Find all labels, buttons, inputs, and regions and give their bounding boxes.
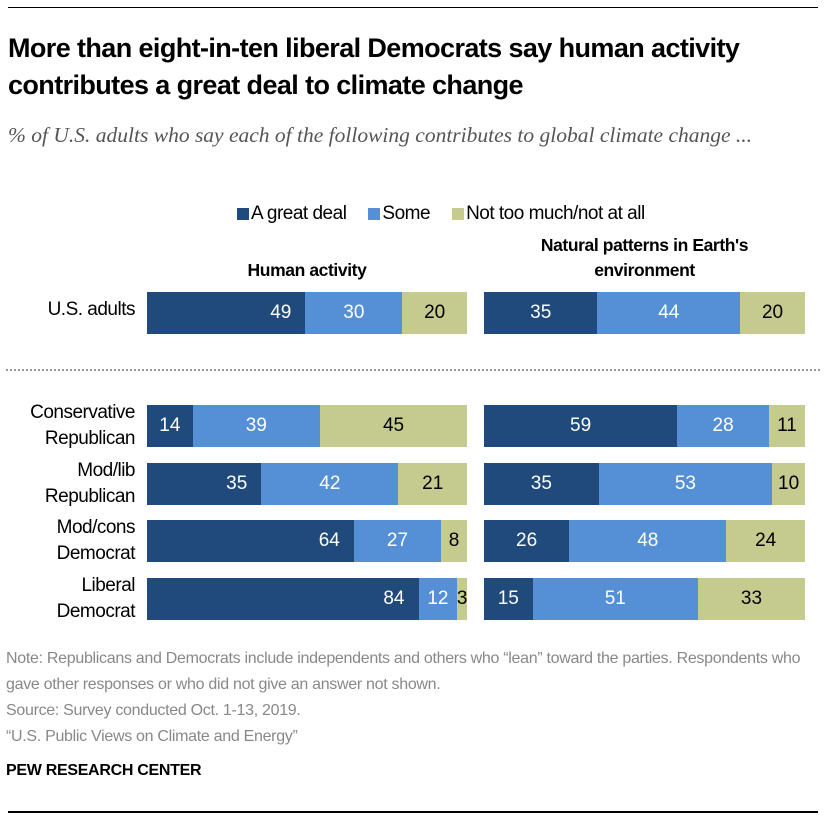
- bar: 14 39 45: [147, 405, 467, 447]
- bar: 64 27 8: [147, 520, 467, 562]
- bar: 35 44 20: [484, 292, 805, 334]
- bar: 35 42 21: [147, 463, 467, 505]
- bar-segment: 48: [569, 520, 727, 562]
- bar-segment: 49: [147, 292, 306, 334]
- bar-segment: 35: [484, 463, 599, 505]
- chart-subtitle: % of U.S. adults who say each of the fol…: [8, 123, 753, 147]
- bar-segment: 64: [147, 520, 354, 562]
- chart-title: More than eight-in-ten liberal Democrats…: [8, 33, 740, 100]
- bar-segment: 11: [768, 405, 805, 447]
- bar-segment: 28: [677, 405, 769, 447]
- bar-segment: 20: [402, 292, 467, 334]
- bar-segment: 33: [697, 578, 805, 620]
- bar: 26 48 24: [484, 520, 805, 562]
- bar-segment: 3: [457, 578, 467, 620]
- bar-segment: 14: [147, 405, 193, 447]
- category-label: Conservative Republican: [30, 402, 135, 449]
- report-title: “U.S. Public Views on Climate and Energy…: [6, 728, 298, 745]
- category-label: Mod/cons Democrat: [56, 517, 136, 564]
- bar-segment: 20: [740, 292, 805, 334]
- bar-segment: 84: [147, 578, 419, 620]
- legend-swatch: [368, 208, 381, 220]
- top-rule: [8, 7, 818, 8]
- bar-segment: 15: [484, 578, 533, 620]
- category-label: U.S. adults: [47, 299, 136, 320]
- legend-label: Some: [382, 203, 431, 224]
- legend-swatch: [237, 208, 249, 220]
- note-text: Note: Republicans and Democrats include …: [6, 650, 801, 693]
- bar-segment: 53: [598, 463, 773, 505]
- bar-segment: 35: [147, 463, 262, 505]
- divider: [6, 369, 820, 371]
- bar: 84 12 3: [147, 578, 467, 620]
- bar-segment: 59: [484, 405, 678, 447]
- bar-segment: 35: [484, 292, 598, 334]
- legend-swatch: [452, 208, 465, 220]
- bar-segment: 45: [320, 405, 467, 447]
- panel-header-natural: Natural patterns in Earth's environment: [540, 235, 749, 280]
- legend: A great deal Some Not too much/not at all: [237, 203, 645, 225]
- legend-label: Not too much/not at all: [466, 203, 645, 224]
- bar-segment: 8: [441, 520, 467, 562]
- bottom-rule: [8, 811, 818, 813]
- source-text: Source: Survey conducted Oct. 1-13, 2019…: [6, 702, 301, 719]
- bar-segment: 12: [418, 578, 458, 620]
- bar: 35 53 10: [484, 463, 805, 505]
- category-label: Liberal Democrat: [56, 575, 136, 622]
- brand-logo: PEW RESEARCH CENTER: [6, 762, 202, 779]
- panel-header-human: Human activity: [247, 260, 367, 280]
- bar-segment: 42: [261, 463, 399, 505]
- bar-segment: 39: [192, 405, 321, 447]
- bar-segment: 26: [484, 520, 570, 562]
- legend-item: A great deal: [237, 203, 347, 225]
- bar-segment: 10: [772, 463, 805, 505]
- bar-segment: 24: [726, 520, 805, 562]
- legend-item: Not too much/not at all: [452, 203, 645, 225]
- legend-item: Some: [368, 203, 431, 225]
- bar-segment: 51: [532, 578, 698, 620]
- bar-segment: 27: [353, 520, 442, 562]
- bar: 59 28 11: [484, 405, 805, 447]
- bar: 15 51 33: [484, 578, 805, 620]
- bar: 49 30 20: [147, 292, 467, 334]
- bar-segment: 44: [597, 292, 741, 334]
- bar-segment: 30: [305, 292, 403, 334]
- bar-segment: 21: [398, 463, 467, 505]
- notes: Note: Republicans and Democrats include …: [6, 646, 821, 750]
- legend-label: A great deal: [251, 203, 347, 224]
- category-label: Mod/lib Republican: [44, 460, 136, 507]
